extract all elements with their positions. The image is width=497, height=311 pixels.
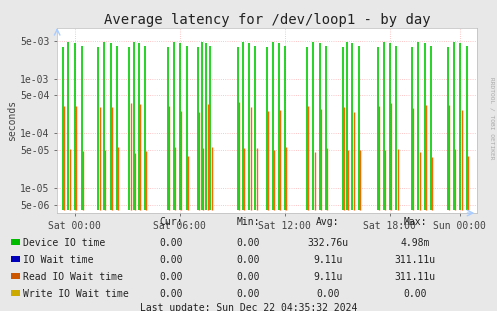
Text: Max:: Max: bbox=[403, 217, 427, 227]
Text: 0.00: 0.00 bbox=[316, 289, 340, 299]
Text: 0.00: 0.00 bbox=[160, 289, 183, 299]
Y-axis label: seconds: seconds bbox=[7, 100, 17, 141]
Text: 9.11u: 9.11u bbox=[313, 255, 343, 265]
Text: 311.11u: 311.11u bbox=[395, 272, 435, 282]
Text: Avg:: Avg: bbox=[316, 217, 340, 227]
Text: 0.00: 0.00 bbox=[237, 255, 260, 265]
Text: Read IO Wait time: Read IO Wait time bbox=[23, 272, 123, 282]
Text: 311.11u: 311.11u bbox=[395, 255, 435, 265]
Text: Write IO Wait time: Write IO Wait time bbox=[23, 289, 129, 299]
Text: RRDTOOL / TOBI OETIKER: RRDTOOL / TOBI OETIKER bbox=[490, 77, 495, 160]
Text: 0.00: 0.00 bbox=[237, 272, 260, 282]
Text: Cur:: Cur: bbox=[160, 217, 183, 227]
Text: 0.00: 0.00 bbox=[403, 289, 427, 299]
Text: Device IO time: Device IO time bbox=[23, 238, 105, 248]
Text: 0.00: 0.00 bbox=[237, 289, 260, 299]
Text: IO Wait time: IO Wait time bbox=[23, 255, 94, 265]
Text: Last update: Sun Dec 22 04:35:32 2024: Last update: Sun Dec 22 04:35:32 2024 bbox=[140, 303, 357, 311]
Text: 0.00: 0.00 bbox=[237, 238, 260, 248]
Text: 0.00: 0.00 bbox=[160, 238, 183, 248]
Text: 4.98m: 4.98m bbox=[400, 238, 430, 248]
Text: 0.00: 0.00 bbox=[160, 255, 183, 265]
Text: 0.00: 0.00 bbox=[160, 272, 183, 282]
Text: 332.76u: 332.76u bbox=[308, 238, 348, 248]
Title: Average latency for /dev/loop1 - by day: Average latency for /dev/loop1 - by day bbox=[104, 13, 430, 27]
Text: Min:: Min: bbox=[237, 217, 260, 227]
Text: 9.11u: 9.11u bbox=[313, 272, 343, 282]
